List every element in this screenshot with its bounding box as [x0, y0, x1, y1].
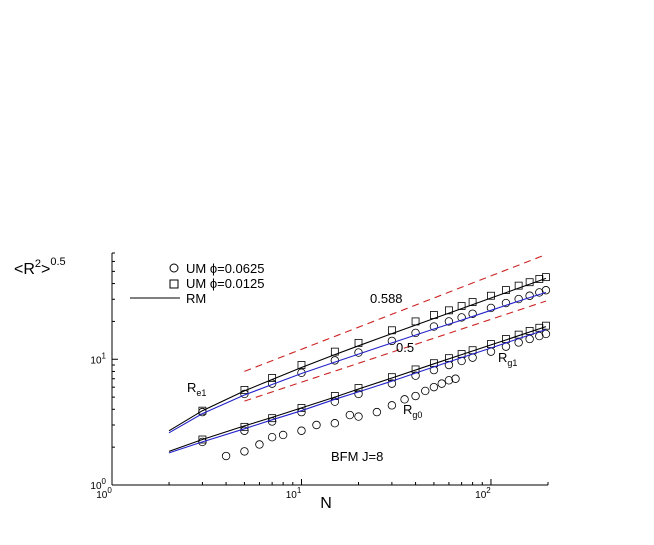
data-point-circle [501, 298, 511, 308]
data-point-square [457, 302, 466, 310]
data-point-circle [457, 313, 466, 322]
label-re1-main: R [187, 380, 196, 395]
data-point-square [297, 404, 306, 412]
legend: UM ϕ=0.0625 UM ϕ=0.0125 RM [130, 261, 264, 306]
data-point-square [525, 278, 534, 287]
data-point-circle [387, 401, 397, 410]
label-rg1-sub: g1 [507, 358, 517, 368]
legend-entry-circle: UM ϕ=0.0625 [169, 261, 264, 276]
data-point-circle [372, 407, 382, 417]
data-point-circle [437, 379, 446, 388]
series-line [168, 326, 547, 452]
data-point-circle [255, 440, 264, 449]
series-layer [168, 254, 551, 461]
data-point-square [542, 273, 550, 282]
data-point-circle [354, 412, 363, 421]
x-tick-label: 101 [286, 486, 302, 501]
data-point-circle [444, 376, 454, 385]
data-point-square [487, 291, 495, 300]
series-line [168, 291, 547, 434]
data-point-square [198, 435, 207, 444]
data-point-circle [240, 426, 249, 435]
svg-text:<R2>0.5: <R2>0.5 [14, 256, 66, 278]
data-point-circle [387, 379, 397, 388]
series-line [168, 329, 547, 454]
legend-label: UM ϕ=0.0125 [186, 276, 264, 291]
data-point-circle [400, 395, 409, 404]
label-rg0: Rg0 [403, 402, 422, 420]
data-point-circle [411, 328, 420, 338]
data-point-square [502, 286, 510, 294]
data-point-circle [278, 430, 288, 440]
data-point-circle [421, 386, 430, 396]
data-point-circle [535, 288, 544, 297]
data-point-circle [345, 410, 355, 420]
data-point-circle [330, 397, 340, 406]
data-point-circle [221, 451, 231, 461]
data-point-circle [411, 371, 420, 380]
label-rg0-sub: g0 [412, 410, 422, 420]
data-point-circle [451, 374, 460, 383]
legend-circle-marker [169, 263, 179, 273]
data-point-circle [354, 389, 363, 399]
label-rg1-main: R [498, 350, 507, 365]
series-line [244, 300, 547, 402]
label-rg0-main: R [403, 402, 412, 417]
data-point-circle [468, 309, 477, 318]
axes: 100 101 102 100 101 [90, 252, 549, 501]
data-point-circle [525, 291, 534, 300]
data-point-circle [330, 419, 340, 428]
legend-square-marker [169, 279, 179, 289]
label-re1-sub: e1 [196, 388, 206, 398]
data-point-circle [429, 382, 439, 392]
legend-label: UM ϕ=0.0625 [186, 261, 264, 276]
data-point-circle [429, 322, 439, 331]
data-point-square [542, 321, 550, 330]
data-point-circle [411, 391, 420, 401]
legend-label: RM [186, 291, 206, 306]
data-point-circle [444, 317, 454, 326]
y-tick-label: 101 [90, 351, 106, 366]
y-axis-label: <R2>0.5 [14, 256, 66, 278]
data-point-circle [387, 336, 397, 346]
data-point-square [514, 281, 523, 290]
data-point-circle [444, 360, 454, 370]
svg-text:Re1: Re1 [187, 380, 206, 398]
x-axis-label: N [320, 495, 332, 512]
data-point-circle [541, 286, 551, 295]
data-point-circle [429, 365, 439, 375]
model-label: BFM J=8 [331, 449, 383, 464]
svg-text:Rg0: Rg0 [403, 402, 422, 420]
data-point-circle [486, 303, 496, 313]
data-point-circle [297, 368, 306, 378]
label-rg1: Rg1 [498, 350, 517, 368]
y-tick-label: 100 [90, 477, 106, 492]
legend-entry-line: RM [130, 291, 206, 306]
slope-label-05: 0.5 [396, 340, 414, 355]
svg-text:Rg1: Rg1 [498, 350, 517, 368]
legend-entry-square: UM ϕ=0.0125 [169, 276, 264, 291]
series-line [168, 277, 547, 432]
data-point-circle [267, 432, 277, 442]
x-tick-label: 100 [96, 486, 112, 501]
data-point-square [468, 298, 477, 306]
data-point-circle [514, 294, 523, 304]
label-re1: Re1 [187, 380, 206, 398]
data-point-circle [541, 329, 551, 339]
data-point-circle [240, 447, 249, 456]
series-line [244, 254, 547, 372]
slope-label-0588: 0.588 [370, 291, 403, 306]
data-point-square [297, 361, 306, 369]
data-point-circle [297, 426, 306, 435]
ticks-layer: 100 101 102 100 101 [90, 252, 549, 501]
data-point-square [445, 306, 453, 315]
data-point-circle [312, 420, 321, 430]
x-tick-label: 102 [475, 486, 491, 501]
